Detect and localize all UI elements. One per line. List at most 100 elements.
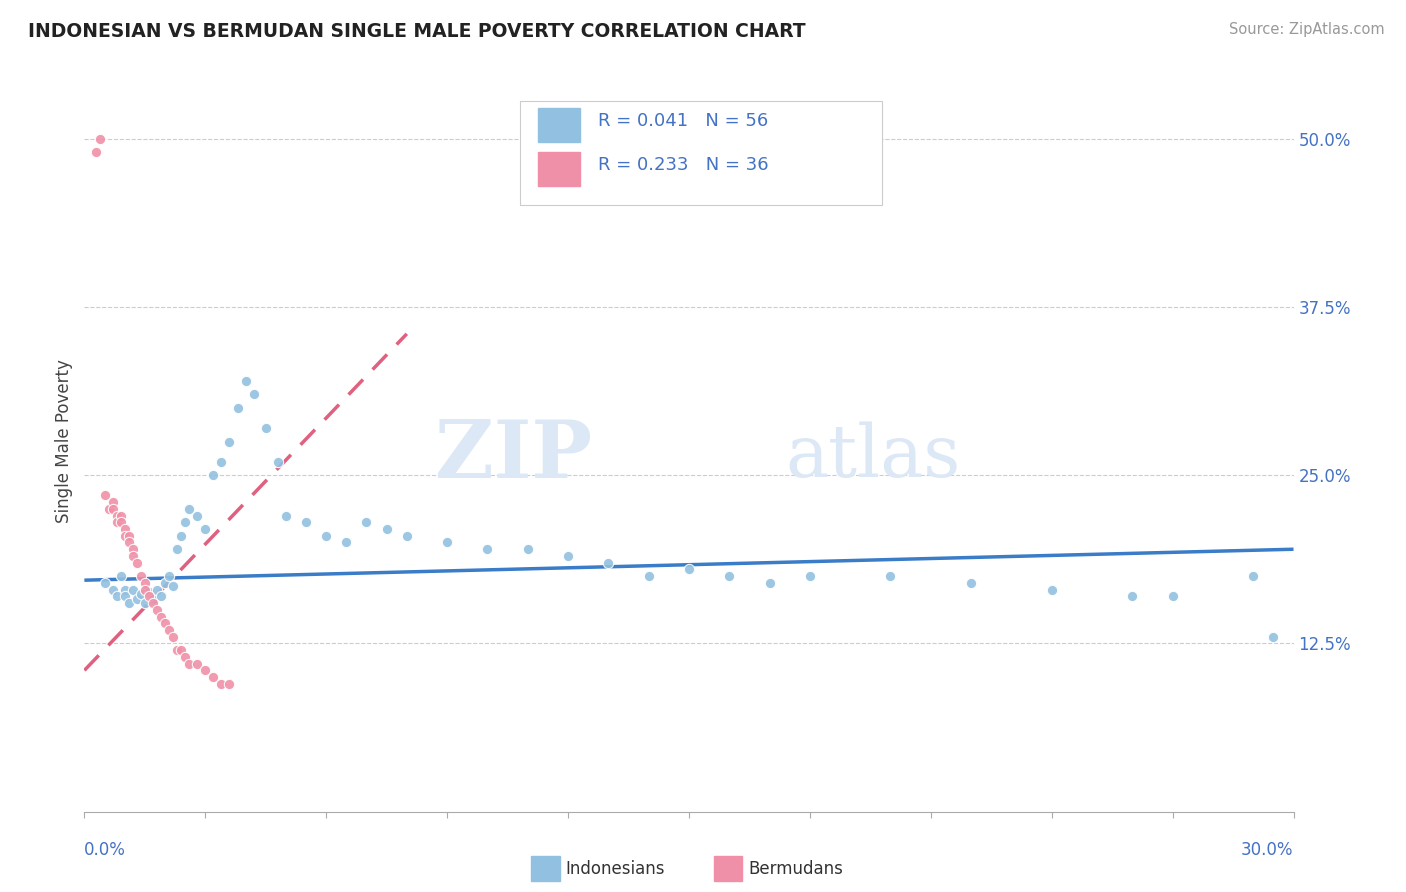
Point (121, 582, 143, 597)
Point (170, 643, 193, 657)
Point (186, 657, 208, 671)
Point (194, 664, 217, 678)
Point (121, 549, 143, 563)
Bar (538, 153, 581, 186)
Point (101, 582, 124, 597)
Point (118, 596, 141, 610)
Point (202, 468, 225, 483)
Point (153, 575, 176, 590)
Point (718, 569, 741, 583)
Point (114, 522, 136, 536)
Point (879, 569, 901, 583)
Point (110, 508, 132, 523)
Text: Indonesians: Indonesians (565, 860, 665, 878)
Point (162, 578, 184, 592)
Point (86, 145, 108, 160)
Point (149, 609, 172, 624)
Point (114, 529, 136, 543)
Point (101, 501, 124, 516)
Point (267, 455, 290, 469)
Point (105, 590, 128, 604)
Point (335, 535, 357, 549)
Point (125, 556, 148, 570)
Point (142, 592, 165, 607)
Point (235, 374, 257, 388)
Text: Bermudans: Bermudans (748, 860, 842, 878)
Point (1121, 590, 1143, 604)
Point (477, 542, 499, 557)
Point (138, 585, 160, 599)
Point (295, 516, 318, 530)
Point (166, 643, 188, 657)
Point (149, 590, 172, 604)
Point (114, 590, 136, 604)
Point (153, 616, 176, 631)
FancyBboxPatch shape (520, 101, 883, 204)
Point (93, 575, 115, 590)
Point (637, 569, 659, 583)
Point (375, 522, 398, 536)
Point (157, 623, 180, 637)
Point (121, 542, 143, 557)
Point (93, 488, 115, 502)
Point (146, 582, 169, 597)
Point (118, 535, 141, 549)
Text: atlas: atlas (786, 421, 962, 491)
Point (134, 575, 156, 590)
Point (157, 569, 180, 583)
Point (114, 582, 136, 597)
Point (1040, 582, 1063, 597)
Point (242, 387, 264, 401)
Text: R = 0.233   N = 36: R = 0.233 N = 36 (599, 156, 769, 174)
Point (395, 529, 418, 543)
Point (758, 575, 780, 590)
Text: 0.0%: 0.0% (84, 841, 127, 859)
Point (202, 670, 225, 684)
Point (89, 131, 111, 145)
Text: Source: ZipAtlas.com: Source: ZipAtlas.com (1229, 22, 1385, 37)
Point (134, 596, 156, 610)
Point (129, 587, 152, 601)
Point (186, 508, 208, 523)
Point (436, 535, 458, 549)
Point (209, 677, 232, 691)
Y-axis label: Single Male Poverty: Single Male Poverty (55, 359, 73, 524)
Point (218, 677, 240, 691)
Point (516, 542, 538, 557)
Text: ZIP: ZIP (436, 417, 592, 495)
Point (174, 516, 197, 530)
Point (134, 582, 156, 597)
Bar (538, 108, 581, 142)
Point (194, 522, 217, 536)
Point (162, 630, 184, 644)
Point (125, 592, 148, 607)
Point (138, 590, 160, 604)
Point (254, 421, 277, 435)
Point (129, 569, 152, 583)
Point (166, 542, 188, 557)
Point (174, 649, 197, 664)
Point (678, 562, 700, 576)
Point (209, 455, 232, 469)
Point (146, 603, 169, 617)
Point (226, 401, 249, 415)
Point (110, 516, 132, 530)
Point (105, 516, 128, 530)
Point (598, 556, 620, 570)
Point (179, 657, 201, 671)
Point (274, 508, 297, 523)
Point (1263, 630, 1285, 644)
Point (97, 501, 120, 516)
Point (960, 575, 983, 590)
Point (105, 508, 128, 523)
Text: R = 0.041   N = 56: R = 0.041 N = 56 (599, 112, 769, 130)
Point (170, 529, 193, 543)
Point (799, 569, 821, 583)
Point (356, 516, 378, 530)
Text: 30.0%: 30.0% (1241, 841, 1294, 859)
Point (218, 434, 240, 449)
Point (118, 529, 141, 543)
Point (179, 501, 201, 516)
Point (110, 569, 132, 583)
Point (142, 596, 165, 610)
